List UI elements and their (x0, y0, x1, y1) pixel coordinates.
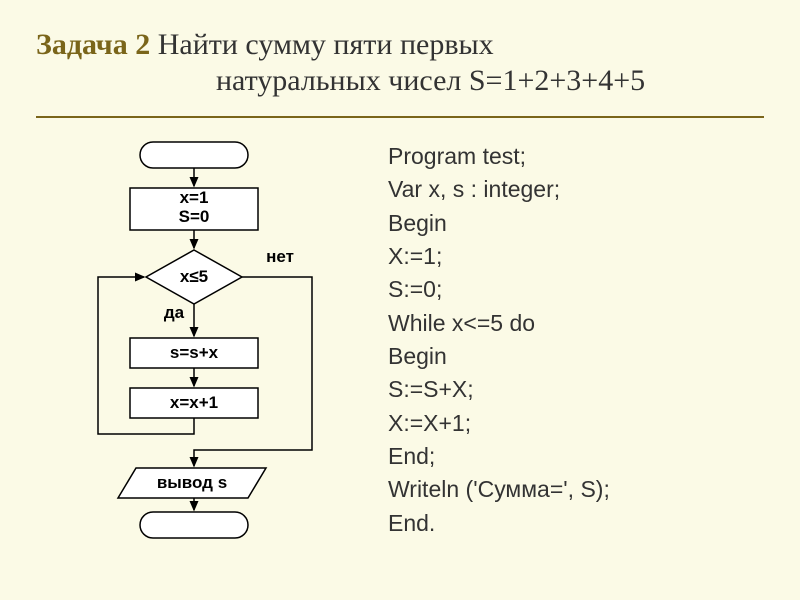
code-line: X:=X+1; (388, 407, 610, 440)
code-line: S:=S+X; (388, 373, 610, 406)
header-underline (36, 116, 764, 118)
yes-label: да (158, 303, 190, 323)
end-terminator (140, 512, 248, 538)
content-area: Program test; Var x, s : integer; Begin … (0, 130, 800, 600)
code-line: Writeln ('Сумма=', S); (388, 473, 610, 506)
init-label: x=1S=0 (130, 189, 258, 226)
code-line: S:=0; (388, 273, 610, 306)
code-line: Program test; (388, 140, 610, 173)
no-label: нет (260, 247, 300, 267)
code-line: X:=1; (388, 240, 610, 273)
code-listing: Program test; Var x, s : integer; Begin … (388, 140, 610, 540)
code-line: End. (388, 507, 610, 540)
sum-label: s=s+x (130, 343, 258, 363)
code-line: End; (388, 440, 610, 473)
title-rest: Найти сумму пяти первых (150, 28, 493, 61)
output-label: вывод s (124, 473, 260, 493)
init-label-text: x=1S=0 (179, 188, 210, 226)
header: Задача 2 Найти сумму пяти первых натурал… (0, 0, 800, 108)
code-line: Begin (388, 207, 610, 240)
cond-label: x≤5 (160, 267, 228, 287)
title-line-2: натуральных чисел S=1+2+3+4+5 (36, 64, 764, 98)
code-line: Begin (388, 340, 610, 373)
task-label: Задача 2 (36, 28, 150, 61)
flowchart: x=1S=0 x≤5 s=s+x x=x+1 вывод s да нет (50, 140, 380, 570)
title-line-1: Задача 2 Найти сумму пяти первых (36, 28, 764, 62)
code-line: Var x, s : integer; (388, 173, 610, 206)
start-terminator (140, 142, 248, 168)
code-line: While x<=5 do (388, 307, 610, 340)
inc-label: x=x+1 (130, 393, 258, 413)
